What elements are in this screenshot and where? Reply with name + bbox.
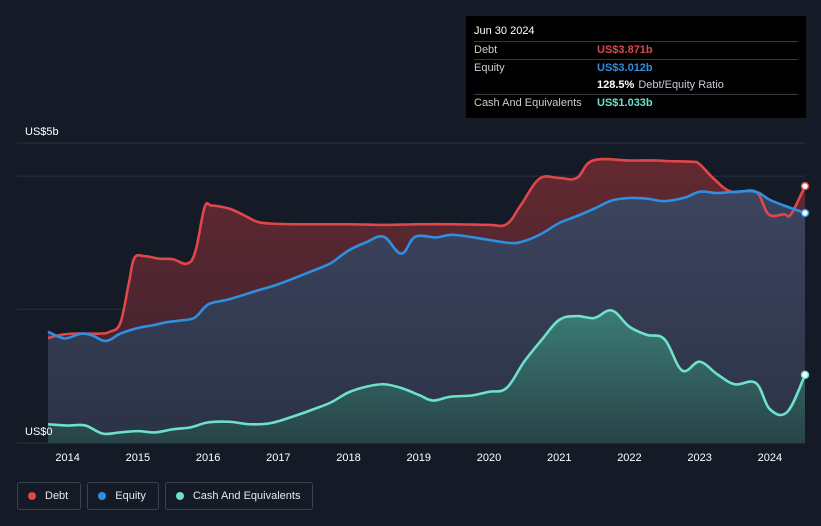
chart-axes: US$5b US$0 2014 2015 2016 2017 2018 2019 2020 2… [25,126,782,464]
tooltip-debt-value: US$3.871b [597,44,653,56]
legend-cash-toggle[interactable]: Cash And Equivalents [164,482,314,510]
tooltip-ratio-row: 128.5% Debt/Equity Ratio [474,77,798,94]
tooltip-equity-row: Equity US$3.012b [474,59,798,77]
debt-line [47,157,807,340]
cash-line [47,309,807,436]
legend-cash-label: Cash And Equivalents [192,490,301,502]
tooltip-date: Jun 30 2024 [474,25,535,37]
x-tick-label: 2019 [407,452,431,464]
legend-equity-label: Equity [115,490,146,502]
debt-dot-icon [28,492,36,500]
tooltip-ratio: 128.5% Debt/Equity Ratio [597,77,724,94]
x-tick-label: 2015 [126,452,150,464]
equity-dot-icon [98,492,107,500]
equity-end-marker [800,208,810,218]
x-tick-label: 2017 [266,452,290,464]
x-tick-label: 2022 [617,452,641,464]
chart-areas [48,159,805,443]
tooltip-cash-value: US$1.033b [597,97,653,109]
cash-end-marker [800,370,810,380]
tooltip-cash-row: Cash And Equivalents US$1.033b [474,94,798,112]
tooltip-debt-row: Debt US$3.871b [474,41,798,59]
y-axis-top-label: US$5b [25,126,59,138]
tooltip-ratio-label: Debt/Equity Ratio [638,79,724,91]
tooltip-cash-label: Cash And Equivalents [474,97,582,109]
chart-end-markers [800,181,810,380]
legend-equity-toggle[interactable]: Equity [87,482,159,510]
legend-debt-toggle[interactable]: Debt [17,482,82,510]
tooltip-ratio-value: 128.5% [597,79,635,91]
x-tick-label: 2024 [758,452,782,464]
equity-line [47,189,806,343]
cash-dot-icon [175,492,184,500]
chart-tooltip: Jun 30 2024 Debt US$3.871b Equity US$3.0… [466,16,806,118]
tooltip-equity-value: US$3.012b [597,62,653,74]
legend-debt-label: Debt [45,490,69,502]
x-tick-label: 2014 [55,452,79,464]
x-tick-label: 2016 [196,452,220,464]
x-tick-label: 2023 [687,452,711,464]
tooltip-ratio-spacer [474,77,597,94]
x-tick-label: 2018 [336,452,360,464]
chart-lines [47,157,807,436]
tooltip-equity-label: Equity [474,62,505,74]
debt-end-marker [800,181,810,191]
tooltip-debt-label: Debt [474,44,498,56]
x-tick-label: 2020 [477,452,501,464]
chart-legend: Debt Equity Cash And Equivalents [17,482,314,510]
y-axis-bottom-label: US$0 [25,426,53,438]
x-tick-label: 2021 [547,452,571,464]
cash-area [48,310,805,443]
